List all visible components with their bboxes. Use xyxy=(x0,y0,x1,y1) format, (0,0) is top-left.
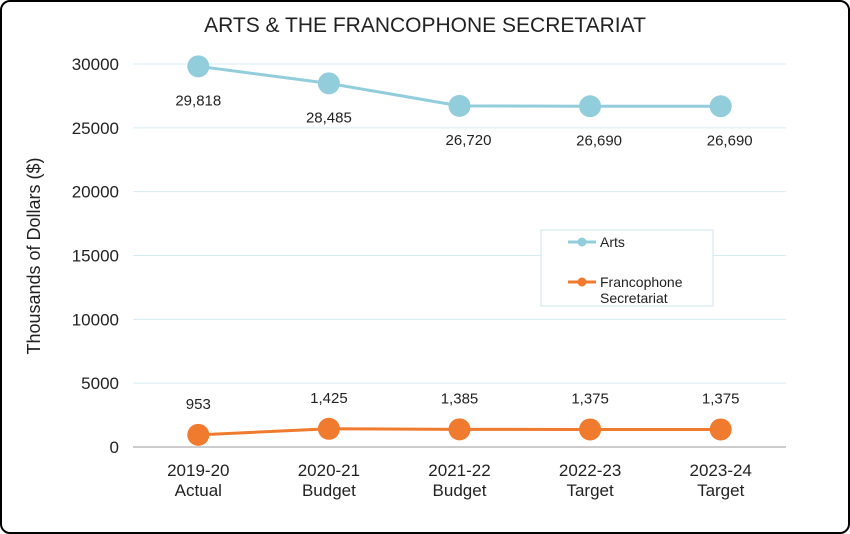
data-point xyxy=(448,418,471,441)
data-label: 1,375 xyxy=(571,390,609,407)
x-tick-label: 2021-22 Budget xyxy=(428,461,490,500)
x-tick-label: 2022-23 Target xyxy=(559,461,621,500)
data-point xyxy=(579,95,602,118)
series: 29,818 28,485 26,720 26,690 26,690 953 1,425 1,… xyxy=(175,55,753,446)
data-point xyxy=(187,55,210,78)
data-point xyxy=(317,72,340,95)
data-point xyxy=(187,423,210,446)
x-tick-label: 2020-21 Budget xyxy=(298,461,360,500)
series-francophone-secretariat: 953 1,425 1,385 1,375 1,375 xyxy=(186,390,740,446)
legend-swatch-marker xyxy=(577,277,587,287)
data-label: 28,485 xyxy=(306,109,352,126)
data-point xyxy=(448,94,471,117)
data-label: 26,720 xyxy=(446,132,492,149)
legend-label: Arts xyxy=(600,234,625,250)
series-arts: 29,818 28,485 26,720 26,690 26,690 xyxy=(175,55,753,149)
legend: Arts Francophone Secretariat xyxy=(540,229,714,307)
data-point xyxy=(709,95,732,118)
x-tick-label: 2023-24 Target xyxy=(690,461,752,500)
x-tick-label: 2019-20 Actual xyxy=(167,461,229,500)
data-point xyxy=(579,418,602,441)
y-tick-label: 15000 xyxy=(72,247,119,266)
data-point xyxy=(317,417,340,440)
y-tick-label: 20000 xyxy=(72,183,119,202)
legend-swatch-marker xyxy=(577,237,587,247)
y-tick-label: 30000 xyxy=(72,55,119,74)
chart-title: ARTS & THE FRANCOPHONE SECRETARIAT xyxy=(204,14,646,37)
data-label: 953 xyxy=(186,396,211,413)
data-label: 1,375 xyxy=(702,390,740,407)
data-label: 1,425 xyxy=(310,390,348,407)
data-point xyxy=(709,418,732,441)
data-label: 26,690 xyxy=(576,132,622,149)
axes: 0 5000 10000 15000 20000 25000 30000 2019-20 Act… xyxy=(72,55,786,500)
data-label: 1,385 xyxy=(441,390,479,407)
gridlines xyxy=(133,63,786,384)
y-tick-label: 0 xyxy=(110,438,119,457)
y-tick-label: 25000 xyxy=(72,119,119,138)
data-label: 29,818 xyxy=(175,92,221,109)
y-tick-label: 10000 xyxy=(72,310,119,329)
data-label: 26,690 xyxy=(707,132,753,149)
legend-entry: Francophone Secretariat xyxy=(568,274,683,306)
legend-entry: Arts xyxy=(568,234,625,250)
y-tick-label: 5000 xyxy=(81,374,119,393)
legend-label: Francophone Secretariat xyxy=(600,274,683,306)
y-axis-label: Thousands of Dollars ($) xyxy=(24,157,44,354)
